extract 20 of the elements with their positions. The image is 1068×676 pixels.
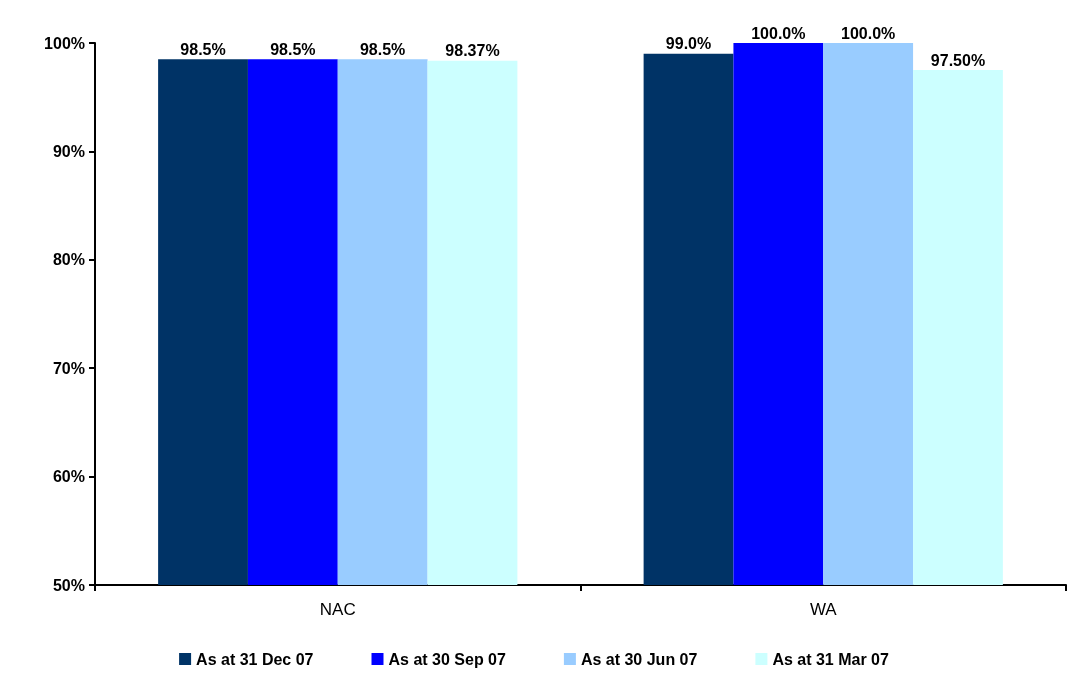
y-tick-label: 60% bbox=[52, 468, 85, 486]
legend-label: As at 30 Jun 07 bbox=[580, 650, 698, 668]
legend-label: As at 31 Dec 07 bbox=[196, 650, 314, 668]
data-label: 97.50% bbox=[930, 51, 986, 69]
data-label: 98.37% bbox=[445, 42, 500, 60]
data-label: 98.5% bbox=[359, 40, 406, 58]
data-label: 98.5% bbox=[180, 40, 226, 58]
data-label: 98.5% bbox=[270, 40, 316, 58]
data-label: 100.0% bbox=[751, 24, 806, 42]
y-tick-label: 80% bbox=[52, 251, 85, 269]
legend-label: As at 30 Sep 07 bbox=[388, 650, 506, 668]
data-label: 100.0% bbox=[841, 24, 896, 42]
legend-label: As at 31 Mar 07 bbox=[772, 650, 890, 668]
data-label: 99.0% bbox=[665, 35, 712, 53]
y-tick-label: 100% bbox=[44, 34, 85, 52]
x-tick-label: NAC bbox=[319, 600, 356, 619]
y-tick-label: 70% bbox=[52, 359, 85, 377]
y-tick-label: 50% bbox=[52, 576, 85, 594]
y-tick-label: 90% bbox=[52, 142, 85, 160]
x-tick-label: WA bbox=[809, 600, 838, 619]
